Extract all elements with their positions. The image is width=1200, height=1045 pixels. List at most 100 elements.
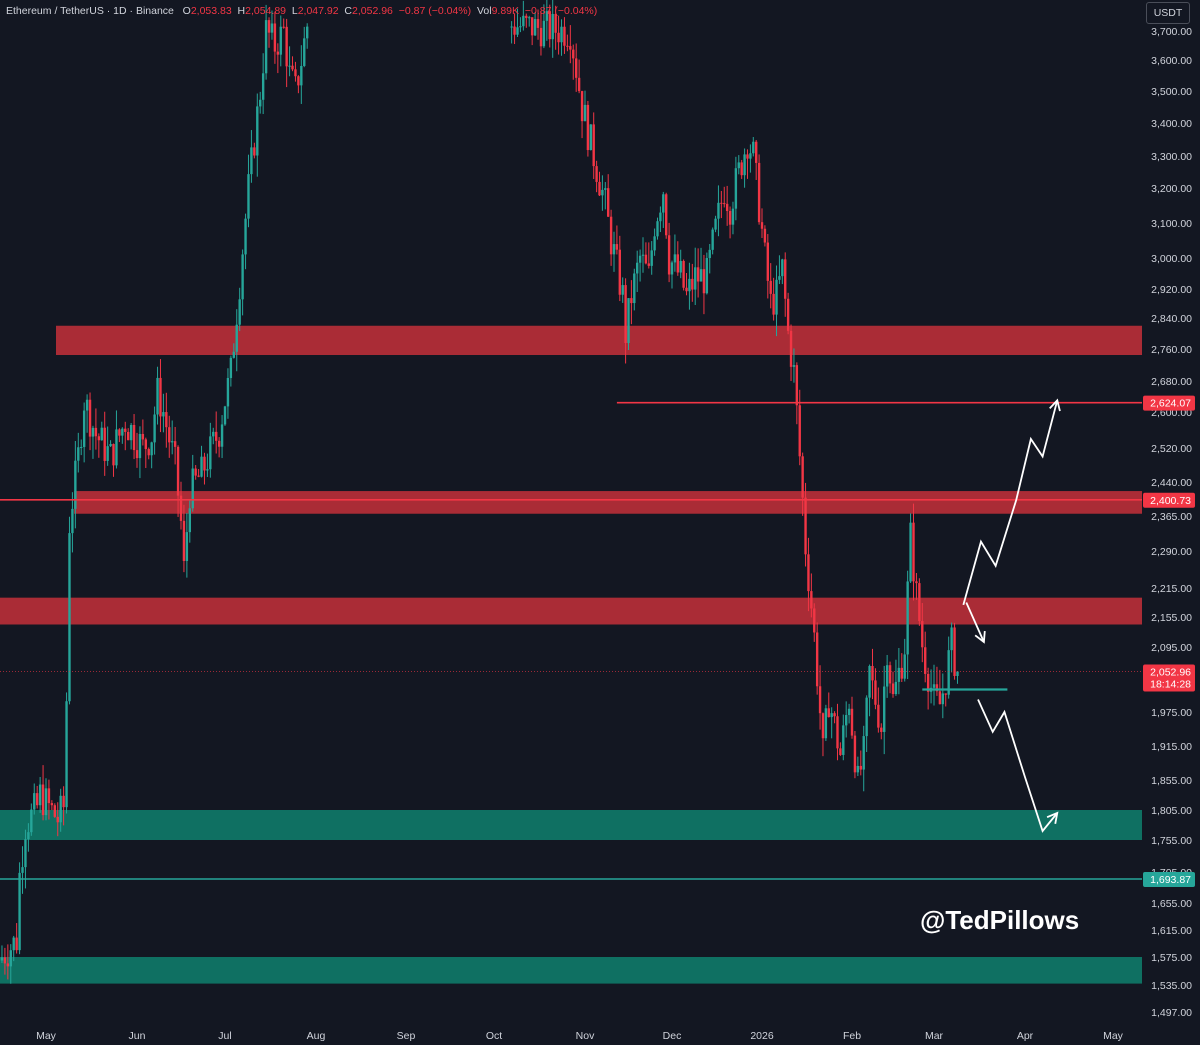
candle-body[interactable]	[191, 468, 194, 509]
candle-body[interactable]	[94, 427, 98, 437]
candle-body[interactable]	[769, 280, 772, 294]
candle-body[interactable]	[118, 429, 121, 436]
candle-body[interactable]	[743, 154, 746, 176]
candle-body[interactable]	[926, 673, 930, 692]
candle-body[interactable]	[250, 147, 253, 175]
candle-body[interactable]	[636, 262, 639, 274]
candle-body[interactable]	[833, 713, 836, 717]
candle-body[interactable]	[18, 872, 21, 951]
candle-body[interactable]	[563, 26, 566, 46]
candle-body[interactable]	[705, 258, 709, 294]
candle-body[interactable]	[734, 168, 738, 209]
candle-body[interactable]	[288, 65, 291, 67]
candle-body[interactable]	[830, 713, 833, 718]
candle-body[interactable]	[650, 250, 653, 266]
candle-body[interactable]	[9, 950, 12, 967]
candle-body[interactable]	[229, 357, 233, 378]
candle-body[interactable]	[147, 449, 150, 456]
candle-body[interactable]	[883, 686, 886, 732]
candle-body[interactable]	[77, 447, 80, 461]
candle-body[interactable]	[100, 427, 103, 441]
candle-body[interactable]	[115, 429, 118, 466]
candle-body[interactable]	[891, 683, 895, 695]
candle-body[interactable]	[297, 76, 300, 86]
candle-body[interactable]	[30, 809, 33, 833]
candle-body[interactable]	[924, 647, 927, 674]
candle-body[interactable]	[795, 365, 799, 406]
candle-body[interactable]	[723, 203, 726, 205]
candle-body[interactable]	[85, 399, 89, 411]
candle-body[interactable]	[305, 26, 309, 39]
candle-body[interactable]	[21, 867, 24, 873]
candle-body[interactable]	[856, 765, 860, 773]
candle-body[interactable]	[586, 104, 590, 151]
projection-bearish[interactable]	[977, 699, 1058, 833]
candle-body[interactable]	[270, 23, 274, 33]
candle-body[interactable]	[112, 443, 115, 466]
candle-body[interactable]	[641, 254, 645, 256]
candle-body[interactable]	[121, 428, 124, 436]
candle-body[interactable]	[97, 436, 101, 441]
candle-body[interactable]	[749, 153, 752, 159]
candle-body[interactable]	[33, 793, 36, 810]
candle-body[interactable]	[12, 937, 15, 951]
candle-body[interactable]	[938, 691, 942, 705]
candle-body[interactable]	[519, 26, 522, 28]
candle-body[interactable]	[772, 293, 775, 315]
candle-body[interactable]	[15, 937, 18, 951]
candle-body[interactable]	[569, 46, 572, 50]
candle-body[interactable]	[24, 839, 27, 868]
candle-body[interactable]	[580, 91, 584, 122]
candle-body[interactable]	[41, 784, 45, 816]
candle-body[interactable]	[150, 442, 153, 456]
candle-body[interactable]	[244, 218, 247, 255]
candle-body[interactable]	[510, 26, 513, 28]
candle-body[interactable]	[574, 58, 578, 78]
candle-body[interactable]	[533, 19, 537, 36]
candle-body[interactable]	[241, 254, 244, 300]
candle-body[interactable]	[903, 654, 906, 679]
candle-body[interactable]	[171, 441, 174, 443]
candle-body[interactable]	[818, 686, 822, 714]
candle-body[interactable]	[135, 450, 139, 459]
candle-body[interactable]	[165, 412, 168, 428]
candle-body[interactable]	[624, 285, 627, 344]
candle-body[interactable]	[853, 735, 857, 773]
candle-body[interactable]	[185, 532, 189, 561]
candle-body[interactable]	[618, 249, 621, 295]
candle-body[interactable]	[153, 414, 156, 443]
candle-body[interactable]	[159, 377, 162, 417]
candle-body[interactable]	[607, 188, 610, 217]
candle-body[interactable]	[720, 202, 723, 204]
candle-body[interactable]	[679, 260, 682, 273]
candle-body[interactable]	[528, 17, 531, 19]
candle-body[interactable]	[638, 255, 642, 263]
candle-body[interactable]	[235, 324, 238, 352]
candle-body[interactable]	[815, 632, 819, 687]
candle-body[interactable]	[682, 260, 685, 288]
candle-body[interactable]	[842, 725, 845, 755]
candle-body[interactable]	[921, 621, 924, 648]
candle-body[interactable]	[844, 715, 848, 726]
candle-body[interactable]	[572, 49, 575, 59]
candle-body[interactable]	[82, 410, 86, 447]
candle-body[interactable]	[539, 27, 543, 47]
candle-body[interactable]	[676, 254, 680, 273]
candle-body[interactable]	[714, 218, 717, 230]
candle-body[interactable]	[126, 431, 130, 441]
candle-body[interactable]	[699, 269, 703, 282]
candle-body[interactable]	[956, 671, 959, 676]
candle-body[interactable]	[688, 278, 691, 292]
candle-body[interactable]	[577, 77, 581, 92]
candle-body[interactable]	[267, 20, 271, 33]
candle-body[interactable]	[850, 708, 854, 736]
candle-body[interactable]	[888, 665, 892, 684]
candle-body[interactable]	[786, 298, 790, 331]
candle-body[interactable]	[604, 188, 607, 190]
candle-body[interactable]	[598, 181, 601, 196]
candle-body[interactable]	[621, 285, 624, 295]
candle-body[interactable]	[804, 497, 807, 555]
candle-body[interactable]	[725, 203, 729, 212]
candle-body[interactable]	[798, 405, 801, 457]
candle-body[interactable]	[109, 443, 112, 447]
